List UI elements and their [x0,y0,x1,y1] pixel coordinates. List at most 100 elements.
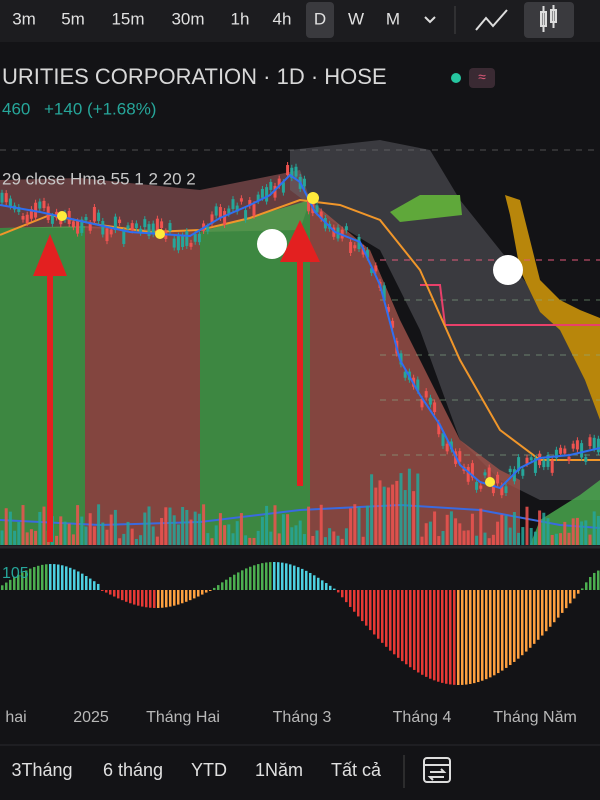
histogram-bar [53,564,56,590]
histogram-bar [333,588,336,590]
histogram-bar [69,567,72,590]
histogram-bar [593,572,596,590]
interval-button[interactable]: D [314,9,326,28]
histogram-bar [205,590,208,593]
histogram-bar [565,590,568,609]
volume-bar [143,512,147,545]
volume-bar [403,490,407,545]
bear-zone [85,226,200,545]
interval-button[interactable]: 30m [171,9,204,28]
histogram-bar [225,579,228,590]
candle-body [424,391,428,398]
histogram-bar [61,565,64,590]
histogram-bar [209,590,212,591]
volume-bar [483,532,487,545]
candle-body [181,235,185,247]
line-chart-icon[interactable] [475,9,508,31]
candle-body [239,198,243,202]
histogram-bar [589,577,592,590]
interval-button[interactable]: 3m [12,9,36,28]
histogram-bar [73,569,76,590]
candle-body [0,192,4,203]
histogram-bar [105,590,108,593]
volume-bar [475,535,479,545]
volume-bar [239,513,243,545]
candle-body [357,236,361,250]
candle-body [223,211,227,225]
histogram-bar [385,590,388,647]
candle-body [512,469,516,482]
range-button[interactable]: 6 tháng [103,760,163,780]
histogram-bar [513,590,516,662]
interval-buttons: 3m 5m 15m 30m 1h 4h D W M [12,9,400,28]
volume-bar [151,526,155,545]
symbol-title: URITIES CORPORATION · 1D · HOSE [2,64,387,89]
histogram-bar [489,590,492,678]
candle-body [210,214,214,224]
toolbar [0,0,600,42]
range-bar [0,746,600,800]
histogram-bar [197,590,200,597]
range-button[interactable]: 1Năm [255,760,303,780]
volume-bar [160,517,164,545]
candle-body [80,219,84,233]
histogram-bar [201,590,204,595]
histogram-bar [445,590,448,684]
candle-body [365,250,369,258]
candle-body [483,472,487,476]
date-range-icon[interactable] [423,757,451,783]
volume-bar [420,536,424,545]
volume-bar [155,536,159,545]
volume-bar [412,491,416,545]
candle-body [109,229,113,235]
histogram-bar [45,564,48,590]
volume-bar [76,505,80,545]
volume-bar [134,538,138,545]
histogram-bar [101,590,104,591]
interval-button[interactable]: M [386,9,400,28]
histogram-bar [577,590,580,594]
interval-button[interactable]: W [348,9,364,28]
histogram-bar [493,590,496,676]
candle-body [382,285,386,300]
candle-body [420,398,424,408]
volume-bar [428,521,432,545]
candle-body [592,437,596,449]
volume-bar [0,530,4,545]
interval-button[interactable]: 5m [61,9,85,28]
histogram-bar [313,575,316,590]
more-chevron[interactable] [424,16,436,24]
volume-bar [382,486,386,545]
status-dot [451,73,461,83]
ichimoku-cloud [390,195,462,222]
volume-bar [17,521,21,545]
histogram-bar [245,568,248,590]
candle-body [550,460,554,473]
histogram-bar [17,574,20,590]
status-icon: ≈ [478,69,486,85]
interval-button[interactable]: 4h [273,9,292,28]
candle-icon-bg[interactable] [524,2,574,38]
volume-bar [231,533,235,545]
volume-bar [437,536,441,545]
range-button[interactable]: YTD [191,760,227,780]
range-button[interactable]: 3Tháng [11,760,72,780]
candle-body [344,226,348,231]
volume-bar [189,519,193,545]
volume-bar [147,506,151,545]
histogram-bar [321,580,324,590]
volume-bar [286,514,290,545]
histogram-bar [57,564,60,590]
interval-button[interactable]: 1h [231,9,250,28]
candle-body [449,441,453,450]
interval-button[interactable]: 15m [111,9,144,28]
range-button[interactable]: Tất cả [331,760,382,780]
volume-bar [256,530,260,545]
time-axis: hai 2025 Tháng Hai Tháng 3 Tháng 4 Tháng Năm [5,709,576,726]
active-interval-bg [306,2,334,38]
histogram-bar [9,579,12,590]
histogram-bar [309,572,312,590]
histogram-bar [177,590,180,605]
candle-body [391,320,395,328]
candle-body [113,216,117,231]
